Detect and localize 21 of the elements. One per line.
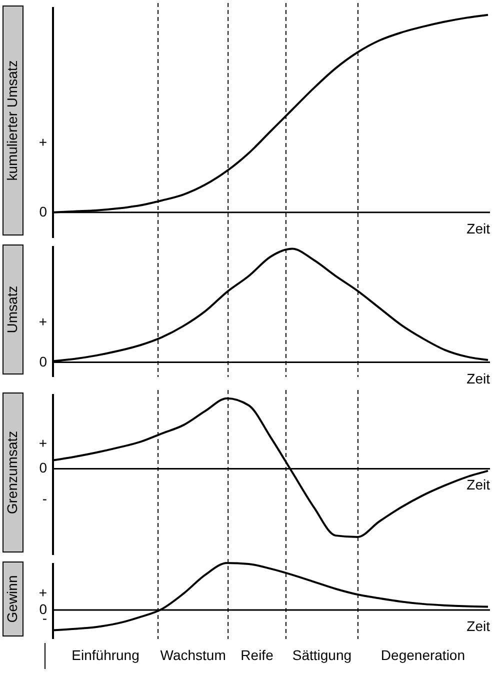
- text: Wachstum: [160, 647, 226, 663]
- text: +: [38, 584, 47, 601]
- text: 0: [39, 460, 48, 476]
- y-axis-title: Gewinn: [4, 575, 20, 623]
- x-axis-title: Zeit: [466, 370, 490, 386]
- text: +: [38, 134, 47, 150]
- text: Sättigung: [292, 647, 352, 663]
- text: Degeneration: [380, 647, 465, 663]
- x-axis-title: Zeit: [466, 220, 490, 236]
- text: +: [38, 314, 47, 330]
- y-axis-title: Grenzumsatz: [4, 430, 20, 514]
- y-axis-title: Umsatz: [4, 286, 20, 334]
- text: 0: [39, 353, 48, 370]
- y-axis-title: kumulierter Umsatz: [4, 60, 20, 181]
- x-axis-title: Zeit: [466, 476, 490, 493]
- text: Einführung: [72, 647, 140, 663]
- x-axis-title: Zeit: [466, 618, 490, 634]
- text: 0: [39, 203, 48, 220]
- text: Reife: [240, 647, 274, 663]
- text: -: [42, 490, 48, 506]
- text: +: [38, 435, 47, 452]
